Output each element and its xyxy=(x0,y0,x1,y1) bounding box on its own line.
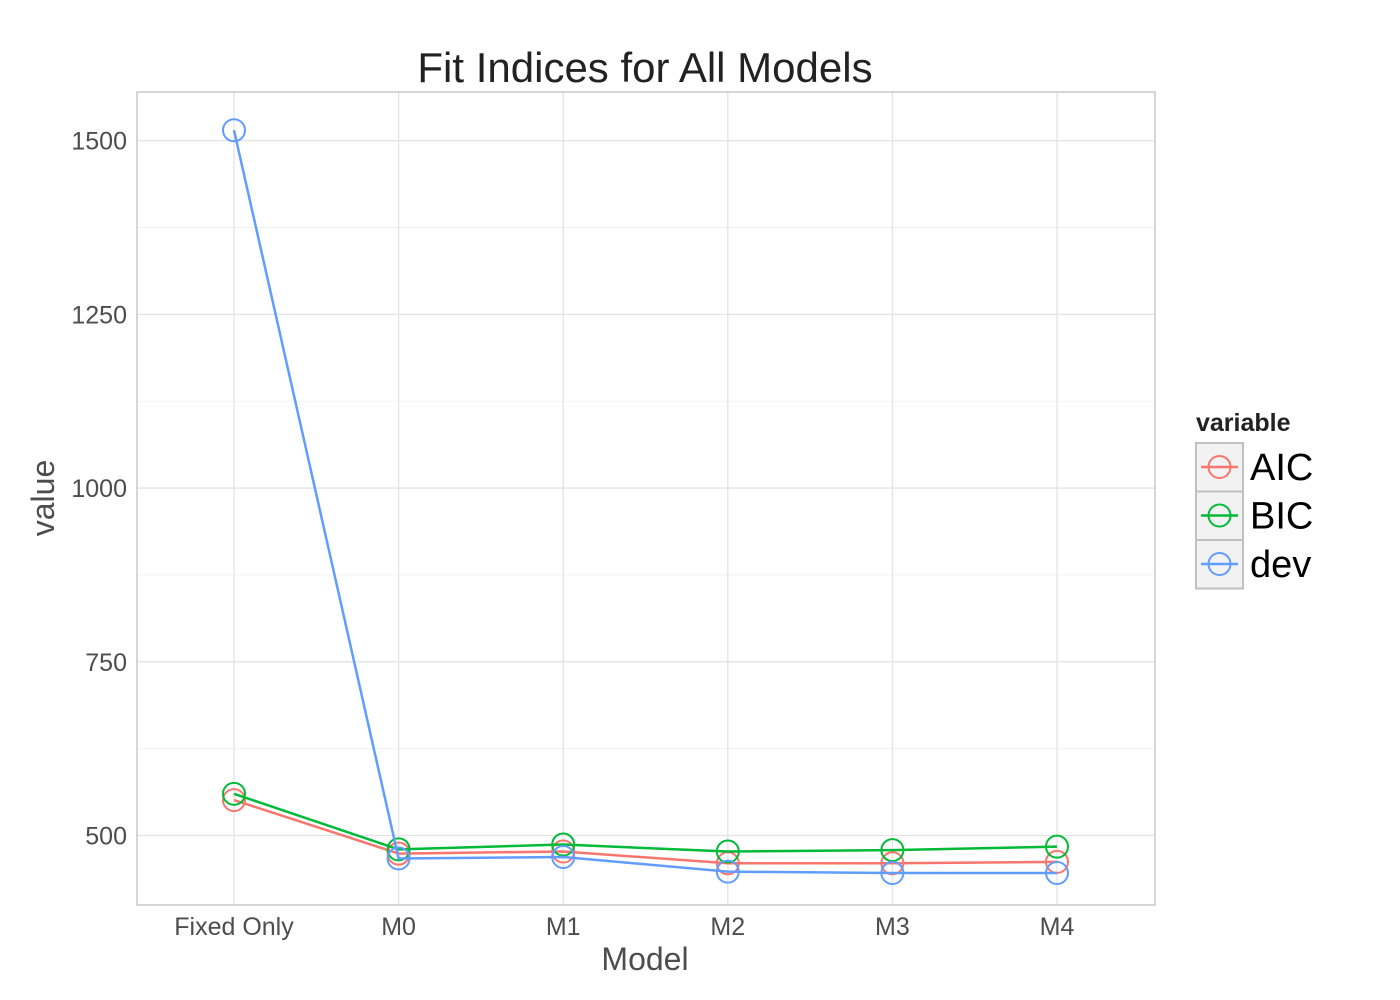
data-point-bic xyxy=(386,837,411,862)
x-axis-ticks: Fixed Only M0 M1 M2 M3 M4 xyxy=(174,913,1074,941)
x-tick-label: M1 xyxy=(546,913,581,941)
legend-item-aic: AIC xyxy=(1195,442,1313,493)
y-tick-label: 1250 xyxy=(71,301,127,329)
legend-items: AIC BIC dev xyxy=(1195,442,1313,590)
series-dev xyxy=(222,118,1069,886)
data-point-dev xyxy=(222,118,246,143)
data-point-bic xyxy=(551,832,576,857)
x-tick-label: M0 xyxy=(381,913,416,941)
plot-border xyxy=(136,91,1156,906)
x-axis-title: Model xyxy=(601,941,688,977)
data-point-aic xyxy=(880,851,905,876)
data-point-bic xyxy=(1045,834,1069,859)
series-layer xyxy=(222,118,1069,886)
series-bic xyxy=(222,781,1069,864)
data-point-aic xyxy=(222,788,246,813)
series-line-dev xyxy=(232,129,1057,875)
chart-title: Fit Indices for All Models xyxy=(417,44,872,91)
data-point-dev xyxy=(880,861,905,886)
y-tick-label: 1000 xyxy=(71,475,127,503)
x-tick-label: M2 xyxy=(710,913,745,941)
data-point-aic xyxy=(551,839,576,864)
x-tick-label: M3 xyxy=(875,913,910,941)
data-point-dev xyxy=(386,846,411,871)
legend-item-dev: dev xyxy=(1195,539,1311,590)
data-point-dev xyxy=(551,845,576,870)
y-axis-ticks: 500 750 1000 1250 1500 xyxy=(71,128,127,851)
legend: variable AIC BIC dev xyxy=(1195,409,1313,590)
x-tick-label: Fixed Only xyxy=(174,913,294,941)
plot-panel xyxy=(137,92,1155,905)
data-point-bic xyxy=(222,781,246,806)
series-line-bic xyxy=(233,792,1058,853)
legend-key-marker xyxy=(1207,552,1232,576)
data-point-bic xyxy=(715,839,740,864)
x-tick-label: M4 xyxy=(1040,913,1075,941)
data-point-dev xyxy=(715,859,740,884)
legend-label: BIC xyxy=(1250,496,1313,538)
legend-item-bic: BIC xyxy=(1195,490,1313,541)
grid-lines xyxy=(137,92,1155,905)
legend-label: dev xyxy=(1250,544,1311,586)
y-tick-label: 750 xyxy=(85,649,127,677)
legend-key-marker xyxy=(1207,503,1232,528)
series-line-aic xyxy=(233,798,1058,865)
legend-title: variable xyxy=(1196,409,1291,437)
y-tick-label: 500 xyxy=(85,823,127,851)
y-tick-label: 1500 xyxy=(71,128,127,156)
y-axis-title: value xyxy=(25,460,61,537)
legend-key-marker xyxy=(1207,455,1232,479)
data-point-dev xyxy=(1045,861,1069,886)
legend-label: AIC xyxy=(1250,447,1313,489)
